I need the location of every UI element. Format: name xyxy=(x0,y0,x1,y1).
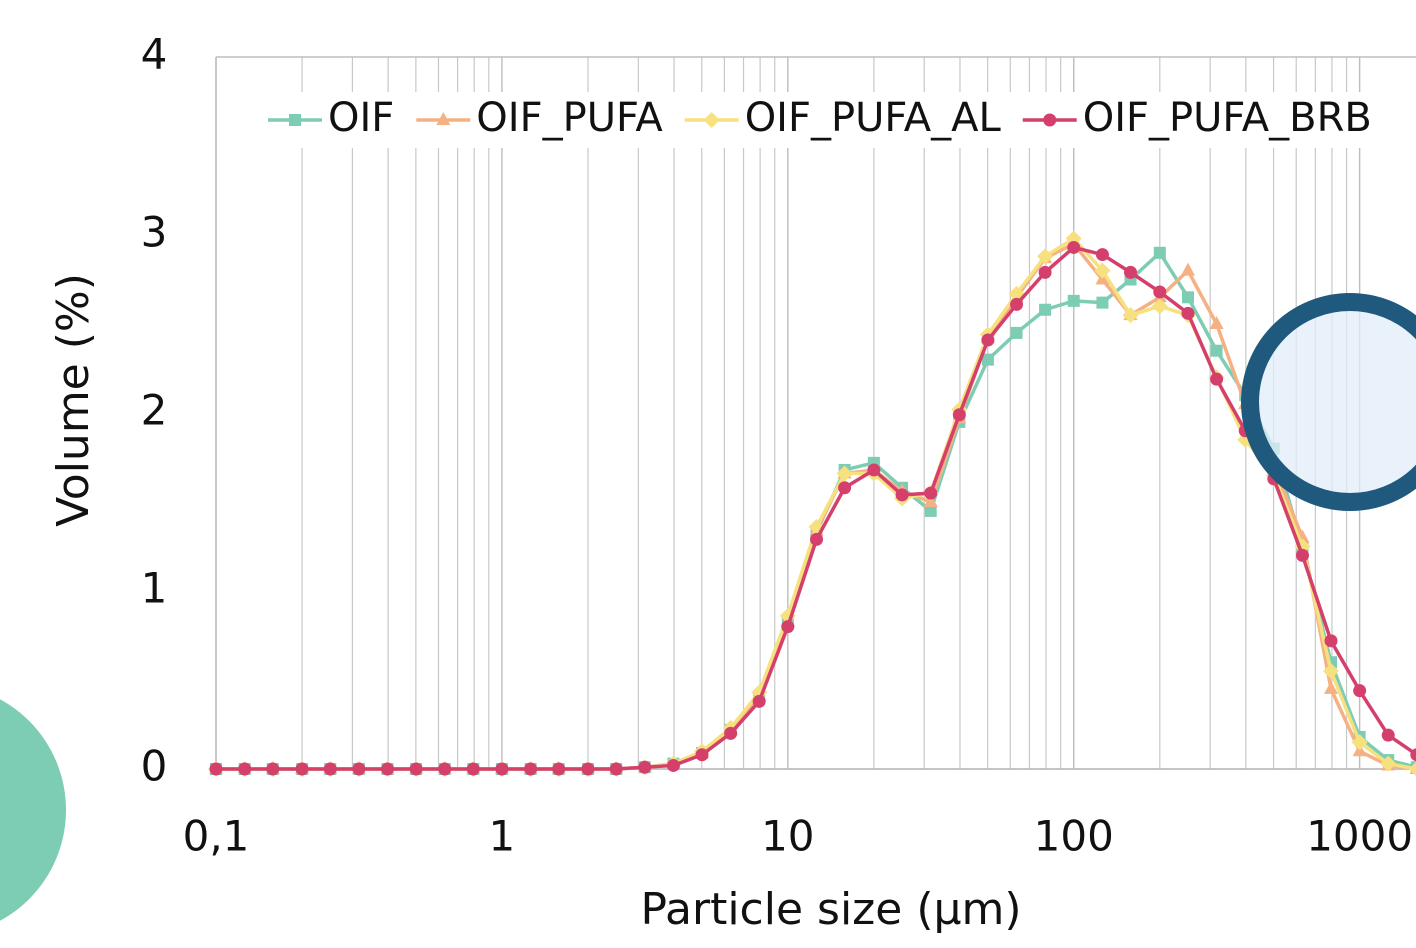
marker xyxy=(924,486,938,500)
x-tick-label: 10 xyxy=(761,812,814,861)
marker xyxy=(1324,634,1338,648)
legend-label: OIF xyxy=(328,95,394,141)
marker xyxy=(438,762,452,776)
y-tick-label: 3 xyxy=(141,208,168,257)
magnifier-lens xyxy=(1241,293,1416,511)
marker xyxy=(981,353,994,366)
legend-label: OIF_PUFA_AL xyxy=(745,95,1002,141)
legend-marker xyxy=(289,114,301,126)
x-tick-label: 1 xyxy=(489,812,516,861)
marker xyxy=(1351,734,1368,751)
marker xyxy=(838,481,852,495)
marker xyxy=(209,762,223,776)
marker xyxy=(381,762,395,776)
marker xyxy=(1153,285,1167,299)
marker xyxy=(409,762,423,776)
marker xyxy=(1410,748,1416,762)
marker xyxy=(552,762,566,776)
marker xyxy=(352,762,366,776)
marker xyxy=(952,408,966,422)
marker xyxy=(1124,265,1138,279)
marker xyxy=(1151,298,1168,315)
marker xyxy=(1037,248,1054,265)
marker xyxy=(724,726,738,740)
decorative-circle xyxy=(0,699,66,921)
marker xyxy=(1094,262,1111,279)
marker xyxy=(895,488,909,502)
x-tick-label: 0,1 xyxy=(183,812,250,861)
marker xyxy=(1295,548,1309,562)
marker xyxy=(666,758,680,772)
legend-label: OIF_PUFA_BRB xyxy=(1083,95,1372,141)
series-line xyxy=(216,251,1416,771)
marker xyxy=(1380,755,1397,772)
marker xyxy=(810,532,824,546)
marker xyxy=(981,333,995,347)
marker xyxy=(581,762,595,776)
marker xyxy=(524,762,538,776)
series-line xyxy=(216,245,1416,771)
y-axis-label: Volume (%) xyxy=(48,273,99,527)
marker xyxy=(1210,372,1224,386)
marker xyxy=(1039,303,1052,316)
marker xyxy=(323,762,337,776)
y-tick-label: 4 xyxy=(141,30,168,79)
magnifier xyxy=(1241,293,1416,511)
series-line xyxy=(216,242,1416,771)
marker xyxy=(1182,291,1195,304)
y-tick-label: 2 xyxy=(141,386,168,435)
marker xyxy=(238,762,252,776)
x-axis-label: Particle size (µm) xyxy=(640,884,1021,935)
x-tick-label: 1000 xyxy=(1306,812,1413,861)
series xyxy=(208,230,1416,777)
y-tick-label: 0 xyxy=(141,742,168,791)
x-tick-label: 100 xyxy=(1034,812,1114,861)
marker xyxy=(1353,684,1367,698)
marker xyxy=(1153,246,1166,259)
marker xyxy=(1010,326,1023,339)
marker xyxy=(1210,344,1223,357)
series xyxy=(209,235,1416,774)
series xyxy=(210,246,1416,775)
marker xyxy=(781,620,795,634)
marker xyxy=(1381,728,1395,742)
marker xyxy=(1095,248,1109,262)
marker xyxy=(1067,240,1081,254)
marker xyxy=(1096,296,1109,309)
series-line xyxy=(216,236,1416,771)
marker xyxy=(1181,262,1196,276)
legend-label: OIF_PUFA xyxy=(476,95,663,141)
plot: 0,1 1 10 100 1000 0 1 2 3 4 OIF OIF_PUFA OIF_PUFA_AL… xyxy=(141,30,1416,861)
marker xyxy=(1010,297,1024,311)
marker xyxy=(695,748,709,762)
marker xyxy=(1038,265,1052,279)
marker xyxy=(1408,761,1416,777)
legend-marker xyxy=(703,112,720,128)
marker xyxy=(295,762,309,776)
marker xyxy=(266,762,280,776)
legend-marker xyxy=(1043,113,1057,127)
marker xyxy=(609,762,623,776)
y-tick-label: 1 xyxy=(141,564,168,613)
marker xyxy=(867,463,881,477)
marker xyxy=(1322,663,1339,680)
marker xyxy=(752,694,766,708)
series xyxy=(209,240,1416,776)
marker xyxy=(836,465,853,482)
marker xyxy=(1122,307,1139,324)
legend: OIF OIF_PUFA OIF_PUFA_AL OIF_PUFA_BRB xyxy=(256,92,1394,148)
marker xyxy=(466,762,480,776)
marker xyxy=(1323,680,1338,694)
marker xyxy=(638,760,652,774)
marker xyxy=(495,762,509,776)
marker xyxy=(924,504,937,517)
marker xyxy=(1209,316,1224,329)
marker xyxy=(1067,294,1080,307)
legend-marker xyxy=(436,112,451,125)
marker xyxy=(1181,306,1195,320)
